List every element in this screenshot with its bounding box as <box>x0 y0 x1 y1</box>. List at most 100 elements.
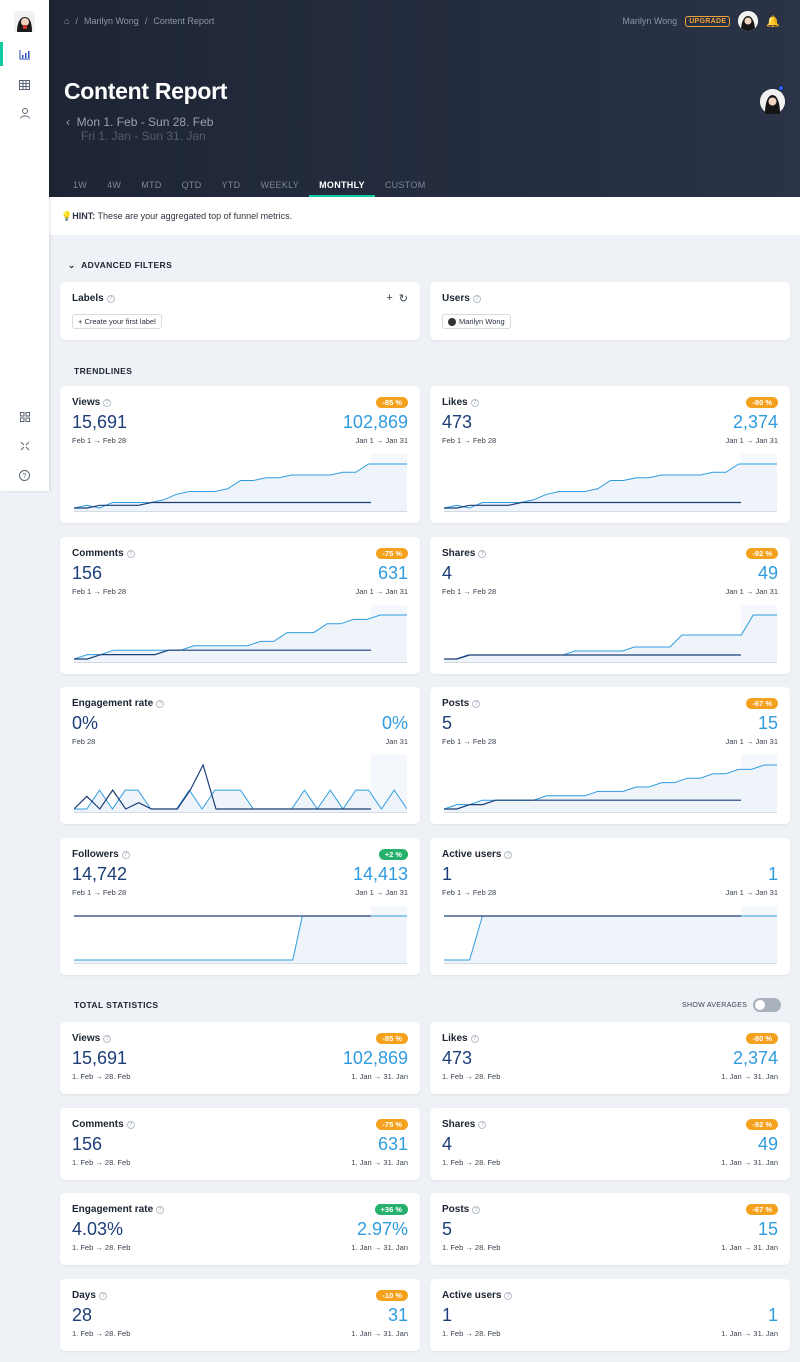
total-statistics-title: TOTAL STATISTICS <box>74 1000 159 1010</box>
previous-value: 102,869 <box>342 412 408 432</box>
previous-value: 15 <box>757 1219 778 1239</box>
current-value: 0% <box>72 713 99 733</box>
tab-monthly[interactable]: MONTHLY <box>309 175 375 197</box>
advanced-filters-toggle[interactable]: ⌄ ADVANCED FILTERS <box>68 260 172 271</box>
chevron-left-icon[interactable]: ‹ <box>66 115 70 129</box>
create-label-button[interactable]: + Create your first label <box>72 314 162 329</box>
change-badge: +36 % <box>374 1204 408 1215</box>
totals-card: Active users? 1 1 1. Feb → 28. Feb 1. Jan → … <box>430 1279 790 1351</box>
trendlines-card: Posts? -67 % 5 15 Feb 1 → Feb 28 Jan 1 → Jan … <box>430 687 790 824</box>
previous-value: 49 <box>757 563 778 583</box>
totals-card: Likes? -80 % 473 2,374 1. Feb → 28. Feb 1. Ja… <box>430 1022 790 1094</box>
previous-value: 102,869 <box>342 1048 408 1068</box>
previous-range: Jan 1 → Jan 31 <box>725 436 778 445</box>
previous-value: 2.97% <box>356 1219 408 1239</box>
help-icon[interactable]: ? <box>472 1206 481 1214</box>
plus-icon[interactable]: + <box>386 292 393 304</box>
help-icon[interactable]: ? <box>156 700 165 708</box>
show-averages-label: SHOW AVERAGES <box>682 1001 748 1009</box>
header-user-name[interactable]: Marilyn Wong <box>622 16 678 26</box>
date-range[interactable]: ‹ Mon 1. Feb - Sun 28. Feb Fri 1. Jan - … <box>66 115 213 143</box>
help-icon[interactable]: ? <box>504 1292 513 1300</box>
tab-1w[interactable]: 1W <box>73 180 88 190</box>
previous-area <box>444 615 777 663</box>
tab-qtd[interactable]: QTD <box>181 180 202 190</box>
help-icon[interactable]: ? <box>156 1206 165 1214</box>
help-icon[interactable]: ? <box>470 1035 479 1043</box>
tab-mtd[interactable]: MTD <box>141 180 162 190</box>
help-icon[interactable]: ? <box>472 700 481 708</box>
home-icon[interactable]: ⌂ <box>64 16 70 26</box>
breadcrumb-user[interactable]: Marilyn Wong <box>83 16 139 26</box>
help-icon[interactable]: ? <box>106 295 115 303</box>
previous-area <box>74 615 407 663</box>
current-value: 5 <box>442 1219 453 1239</box>
users-filter-card: Users? Marilyn Wong <box>430 282 790 340</box>
trendlines-card: Engagement rate? 0% 0% Feb 28 Jan 31 <box>60 687 420 824</box>
previous-range: 1. Jan → 31. Jan <box>721 1243 778 1252</box>
metric-title: Active users <box>442 849 502 860</box>
help-icon[interactable]: ? <box>126 550 135 558</box>
refresh-icon[interactable]: ↻ <box>398 293 408 305</box>
grid-icon[interactable] <box>16 408 33 425</box>
current-series-line <box>444 799 741 810</box>
bell-icon[interactable]: 🔔 <box>766 15 780 28</box>
previous-value: 1 <box>767 864 778 884</box>
collapse-icon[interactable] <box>16 437 33 454</box>
previous-series-line <box>444 463 777 509</box>
tab-weekly[interactable]: WEEKLY <box>260 180 300 190</box>
trendlines-title: TRENDLINES <box>74 366 133 376</box>
current-range: Feb 1 → Feb 28 <box>442 737 497 746</box>
current-value: 156 <box>72 1134 103 1154</box>
help-icon[interactable]: ? <box>103 1035 112 1043</box>
previous-value: 631 <box>377 1134 408 1154</box>
change-badge: -85 % <box>376 397 408 408</box>
current-value: 4 <box>442 1134 453 1154</box>
current-series-line <box>444 501 741 509</box>
user-icon[interactable] <box>16 105 33 122</box>
previous-area <box>444 916 777 964</box>
help-icon[interactable]: ? <box>478 1121 487 1129</box>
profile-avatar[interactable] <box>760 89 785 114</box>
help-icon[interactable]: ? <box>472 295 481 303</box>
tab-ytd[interactable]: YTD <box>221 180 241 190</box>
labels-filter-card: Labels? + ↻ + Create your first label <box>60 282 420 340</box>
previous-value: 31 <box>387 1305 408 1325</box>
date-current[interactable]: Mon 1. Feb - Sun 28. Feb <box>76 115 214 129</box>
tab-4w[interactable]: 4W <box>107 180 122 190</box>
date-compare[interactable]: Fri 1. Jan - Sun 31. Jan <box>81 129 206 143</box>
trend-chart <box>444 454 777 512</box>
current-series-line <box>74 649 371 660</box>
chart-bar-icon[interactable] <box>16 46 33 63</box>
trend-chart <box>74 755 407 813</box>
app-logo-avatar[interactable] <box>14 11 35 32</box>
tab-custom[interactable]: CUSTOM <box>384 180 426 190</box>
previous-value: 631 <box>377 563 408 583</box>
current-series-line <box>74 763 371 810</box>
help-icon[interactable]: ? <box>126 1121 135 1129</box>
current-value: 156 <box>72 563 103 583</box>
help-icon[interactable]: ? <box>16 467 33 484</box>
hint-text: These are your aggregated top of funnel … <box>95 211 293 221</box>
previous-series-line <box>74 463 407 509</box>
sidebar-active-indicator <box>0 42 3 66</box>
trend-chart <box>74 454 407 512</box>
help-icon[interactable]: ? <box>103 399 112 407</box>
show-averages-toggle[interactable] <box>753 998 782 1012</box>
help-icon[interactable]: ? <box>98 1292 107 1300</box>
help-icon[interactable]: ? <box>504 851 513 859</box>
user-chip[interactable]: Marilyn Wong <box>442 314 511 329</box>
metric-title: Posts <box>442 698 470 709</box>
help-icon[interactable]: ? <box>121 851 130 859</box>
trendlines-card: Likes? -80 % 473 2,374 Feb 1 → Feb 28 Jan 1 →… <box>430 386 790 523</box>
upgrade-button[interactable]: UPGRADE <box>685 15 731 27</box>
avatar[interactable] <box>738 11 759 31</box>
totals-card: Views? -85 % 15,691 102,869 1. Feb → 28. Feb… <box>60 1022 420 1094</box>
current-range: 1. Feb → 28. Feb <box>72 1158 131 1167</box>
help-icon[interactable]: ? <box>470 399 479 407</box>
help-icon[interactable]: ? <box>478 550 487 558</box>
previous-range: Jan 1 → Jan 31 <box>355 587 408 596</box>
current-range: Feb 1 → Feb 28 <box>442 436 497 445</box>
table-icon[interactable] <box>16 76 33 93</box>
trend-chart <box>74 906 407 964</box>
